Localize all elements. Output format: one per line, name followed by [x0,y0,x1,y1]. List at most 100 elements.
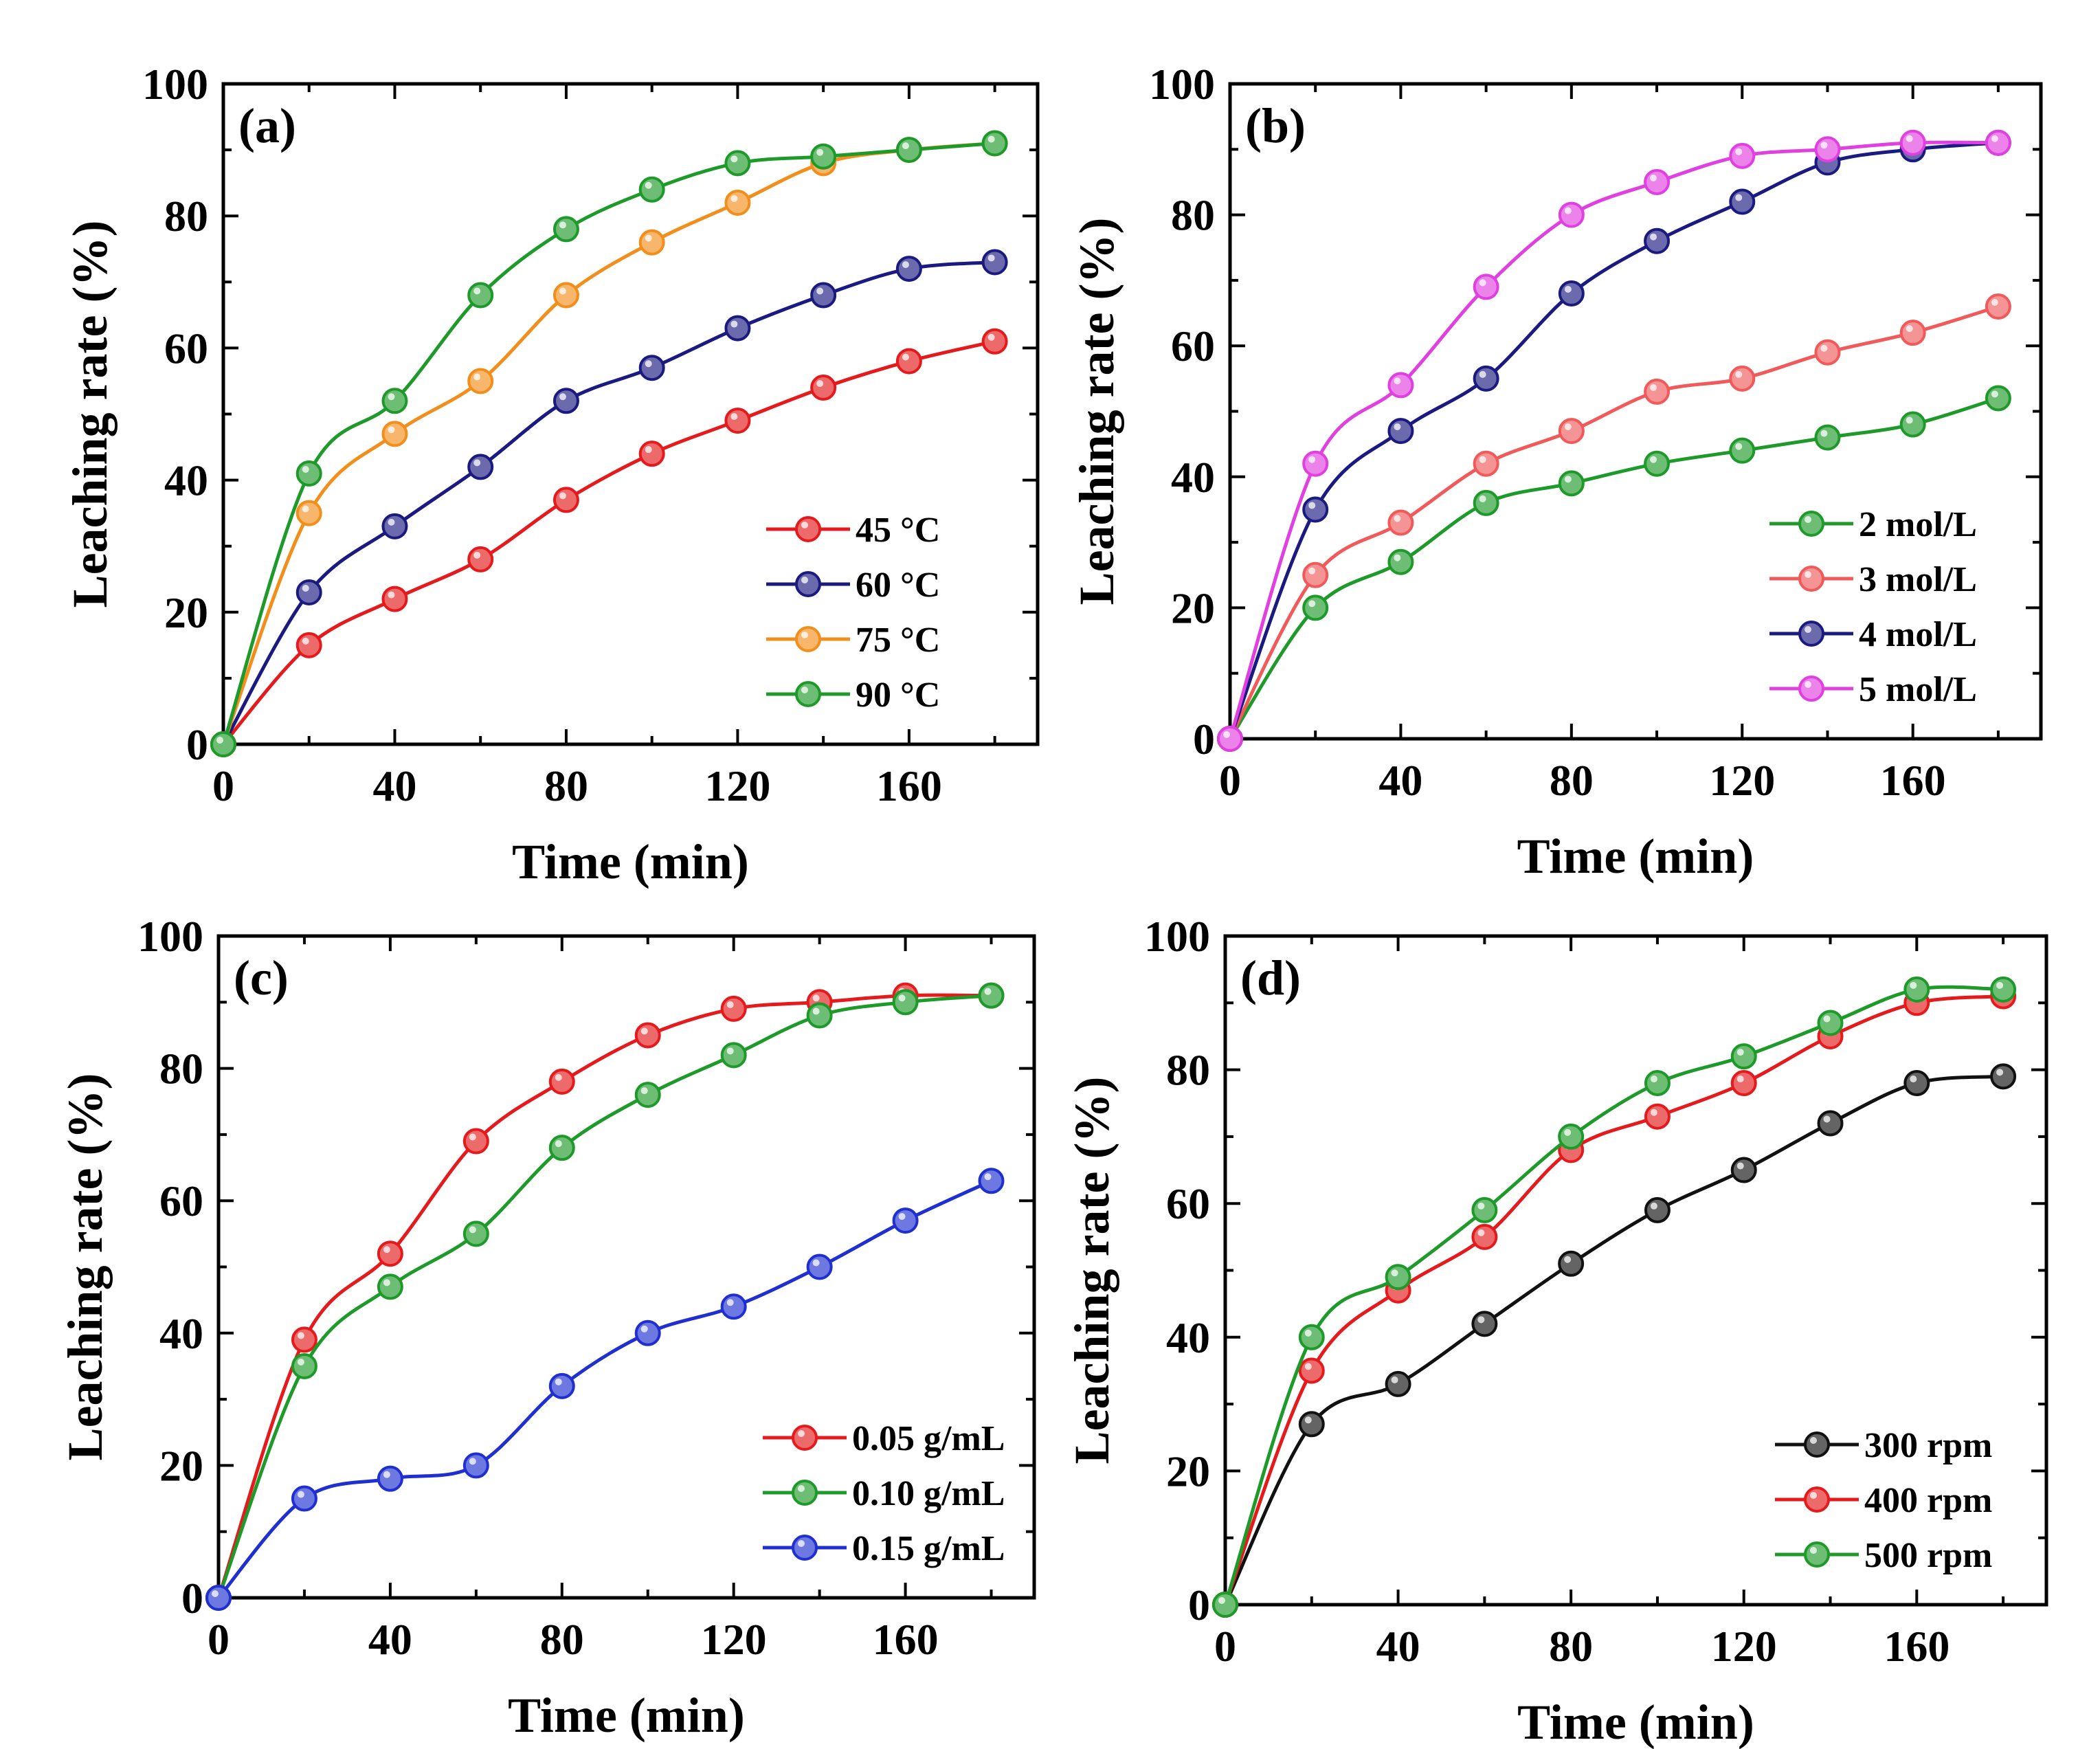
data-point [895,137,922,164]
data-point-highlight [1304,1363,1312,1370]
data-point [1899,129,1926,156]
data-point-highlight [1394,515,1401,522]
data-point-highlight [473,551,481,559]
data-point [1558,280,1585,307]
data-point [1903,1070,1930,1097]
legend-entry: 5 mol/L [1859,670,1977,709]
legend-entry: 75 °C [856,621,940,660]
legend: 300 rpm 400 rpm 500 rpm [1775,1426,1992,1575]
x-tick-label: 80 [1549,1622,1593,1671]
legend-marker-highlight [801,687,808,693]
legend-entry: 0.15 g/mL [852,1529,1005,1568]
data-point-highlight [1906,416,1913,424]
data-point [638,176,665,203]
legend-marker-highlight [1805,626,1811,633]
x-tick-label: 40 [372,761,416,810]
data-point [295,579,322,605]
data-point [895,348,922,375]
data-point [1473,450,1499,477]
legend-marker-highlight [801,632,808,638]
data-point-highlight [1736,1162,1744,1170]
data-point [1644,227,1671,254]
x-tick-label: 160 [1884,1622,1950,1671]
legend-marker-highlight [798,1485,805,1492]
data-point [1558,1123,1585,1150]
legend-marker-highlight [1805,516,1811,523]
y-tick-label: 60 [164,324,208,372]
data-point-highlight [730,413,738,421]
data-point-highlight [1564,476,1572,483]
data-point [381,421,408,447]
data-point-highlight [1477,1316,1485,1324]
data-point [205,1585,232,1611]
panel-label: (a) [238,98,296,153]
data-point-highlight [816,287,824,295]
data-point [1644,378,1671,405]
y-tick-label: 100 [137,912,203,961]
data-point-highlight [297,1358,304,1366]
data-point-highlight [726,1047,734,1055]
data-point-highlight [212,1590,219,1597]
data-point-highlight [1308,456,1316,463]
data-point-highlight [987,135,995,143]
data-point-highlight [898,994,906,1002]
data-point-highlight [1391,1376,1398,1383]
data-point [295,460,322,487]
data-point-highlight [473,373,481,381]
data-point-highlight [1735,443,1743,450]
legend-marker [1798,566,1824,592]
legend-entry: 90 °C [856,676,940,715]
data-point [1644,168,1671,195]
data-point [1217,726,1243,752]
data-point-highlight [1479,279,1486,287]
data-point-highlight [902,142,909,150]
data-point [467,546,494,572]
series-0-05-g-ml [205,982,1005,1611]
data-point [638,441,665,467]
data-point-highlight [383,1471,390,1478]
data-point-highlight [1218,1597,1225,1604]
legend-entry: 0.10 g/mL [852,1474,1005,1513]
data-point-highlight [645,360,652,368]
data-point-highlight [1823,1015,1831,1023]
x-tick-label: 0 [208,1615,230,1664]
y-tick-label: 80 [1166,1046,1210,1095]
data-point-highlight [559,492,566,500]
data-point [1473,365,1499,392]
data-point-highlight [1564,285,1572,293]
data-point-highlight [559,393,566,401]
legend-marker [795,516,821,542]
y-tick-label: 80 [159,1045,203,1093]
data-point [1729,142,1756,169]
data-point-highlight [812,1259,820,1267]
data-point-highlight [1650,233,1657,241]
data-point [1473,489,1499,516]
series-line [221,260,995,746]
y-axis-title: Leaching rate (%) [63,221,118,608]
data-point [1298,1411,1325,1438]
y-tick-label: 0 [181,1574,203,1623]
data-point [1814,424,1841,451]
y-tick-label: 60 [159,1177,203,1225]
data-point [1385,1370,1411,1397]
data-point-highlight [1650,174,1657,181]
x-tick-label: 160 [876,761,942,810]
series-5-mol-l [1217,129,2011,752]
data-point-highlight [816,148,824,156]
data-point [1985,385,2011,412]
legend-entry: 45 °C [856,511,940,550]
data-point-highlight [1735,370,1743,378]
legend-marker [1804,1431,1830,1458]
legend-marker [792,1535,818,1561]
x-tick-label: 80 [1550,756,1594,805]
data-point-highlight [645,234,652,242]
data-point [1899,320,1926,346]
legend-marker [795,571,821,597]
legend-marker [792,1480,818,1506]
legend-marker [1798,511,1824,537]
series-line [1223,1074,2004,1606]
data-point [810,282,837,309]
data-point-highlight [1308,502,1316,509]
legend: 2 mol/L 3 mol/L 4 mol/L 5 mol/L [1769,505,1977,709]
data-point-highlight [812,1007,820,1015]
